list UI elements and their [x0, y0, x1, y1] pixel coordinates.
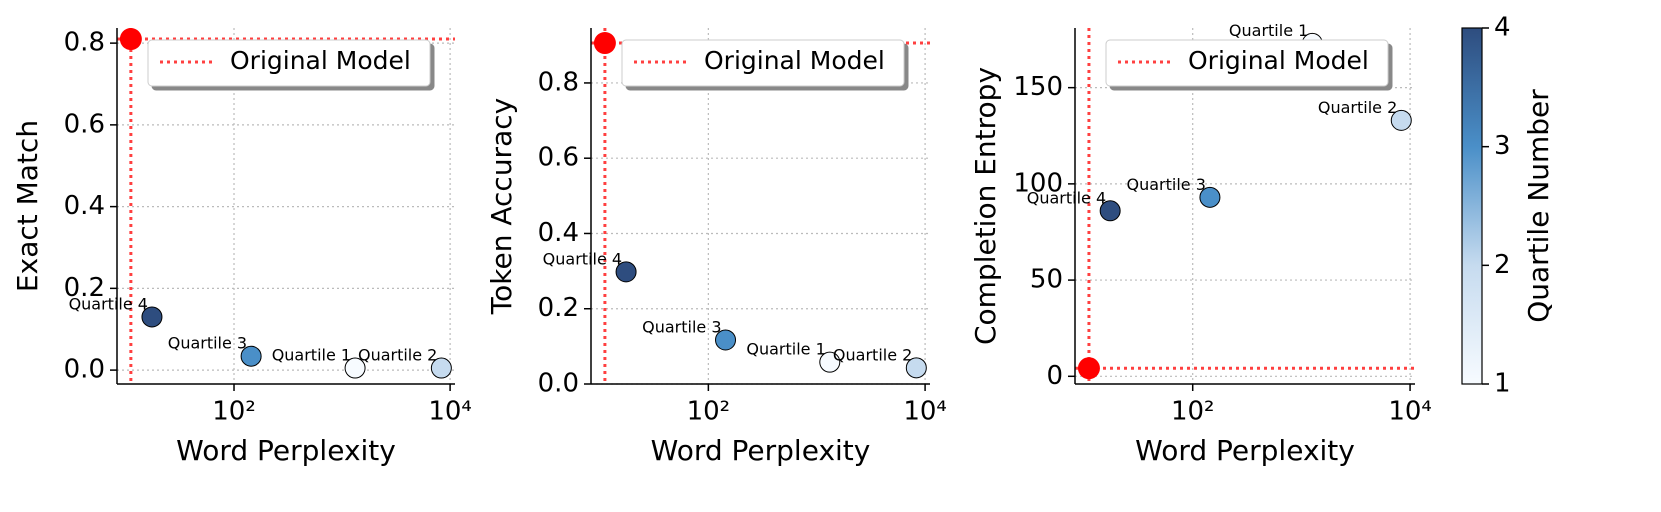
x-axis-label: Word Perplexity [176, 434, 396, 467]
point-label: Quartile 3 [168, 334, 247, 353]
point [344, 357, 366, 379]
x-axis-label: Word Perplexity [651, 434, 871, 467]
point-label: Quartile 2 [1318, 98, 1397, 117]
point-label: Quartile 4 [1027, 188, 1106, 207]
y-tick-label: 100 [1013, 168, 1063, 198]
colorbar-tick-label: 2 [1494, 250, 1511, 280]
point [905, 357, 927, 379]
point-label: Quartile 2 [833, 345, 912, 364]
reference-point [119, 28, 142, 51]
colorbar-tick-label: 3 [1494, 131, 1511, 161]
point-label: Quartile 1 [272, 346, 351, 365]
y-tick-label: 0.8 [538, 67, 579, 97]
y-axis-label: Exact Match [11, 120, 44, 292]
y-tick-label: 0.4 [64, 191, 105, 221]
point [819, 351, 841, 373]
colorbar-tick-label: 4 [1494, 13, 1511, 43]
point [615, 261, 637, 283]
y-axis-label: Completion Entropy [969, 67, 1002, 345]
legend-label: Original Model [230, 46, 411, 75]
x-tick-label: 10² [687, 397, 731, 427]
x-tick-label: 10⁴ [903, 397, 947, 427]
colorbar [1461, 27, 1483, 385]
legend-box [147, 39, 431, 87]
legend-box [621, 39, 905, 87]
reference-point [593, 32, 616, 55]
point-label: Quartile 3 [642, 317, 721, 336]
point [1099, 200, 1121, 222]
x-tick-label: 10² [1171, 397, 1215, 427]
reference-point [1077, 357, 1100, 380]
point [430, 357, 452, 379]
legend-box [1105, 39, 1389, 87]
point [240, 345, 262, 367]
point [1390, 109, 1412, 131]
x-tick-label: 10² [212, 397, 256, 427]
legend-label: Original Model [1188, 46, 1369, 75]
point-label: Quartile 4 [543, 249, 622, 268]
y-axis-label: Token Accuracy [485, 98, 518, 315]
x-tick-label: 10⁴ [1388, 397, 1432, 427]
y-tick-label: 0.0 [64, 355, 105, 385]
y-tick-label: 0.0 [538, 369, 579, 399]
x-axis-label: Word Perplexity [1135, 434, 1355, 467]
y-tick-label: 0.6 [64, 109, 105, 139]
colorbar-label: Quartile Number [1522, 89, 1555, 323]
y-tick-label: 0.6 [538, 143, 579, 173]
y-tick-label: 0.2 [64, 273, 105, 303]
legend-label: Original Model [704, 46, 885, 75]
point [141, 306, 163, 328]
y-tick-label: 50 [1030, 265, 1063, 295]
point-label: Quartile 1 [1229, 21, 1308, 40]
y-tick-label: 0.8 [64, 28, 105, 58]
point-label: Quartile 2 [358, 346, 437, 365]
point-label: Quartile 4 [69, 294, 148, 313]
point [1199, 186, 1221, 208]
x-tick-label: 10⁴ [428, 397, 472, 427]
y-tick-label: 0 [1046, 361, 1063, 391]
y-tick-label: 0.2 [538, 293, 579, 323]
colorbar-tick-label: 1 [1494, 369, 1511, 399]
point [715, 329, 737, 351]
y-tick-label: 150 [1013, 72, 1063, 102]
point-label: Quartile 3 [1127, 175, 1206, 194]
y-tick-label: 0.4 [538, 218, 579, 248]
point-label: Quartile 1 [746, 340, 825, 359]
